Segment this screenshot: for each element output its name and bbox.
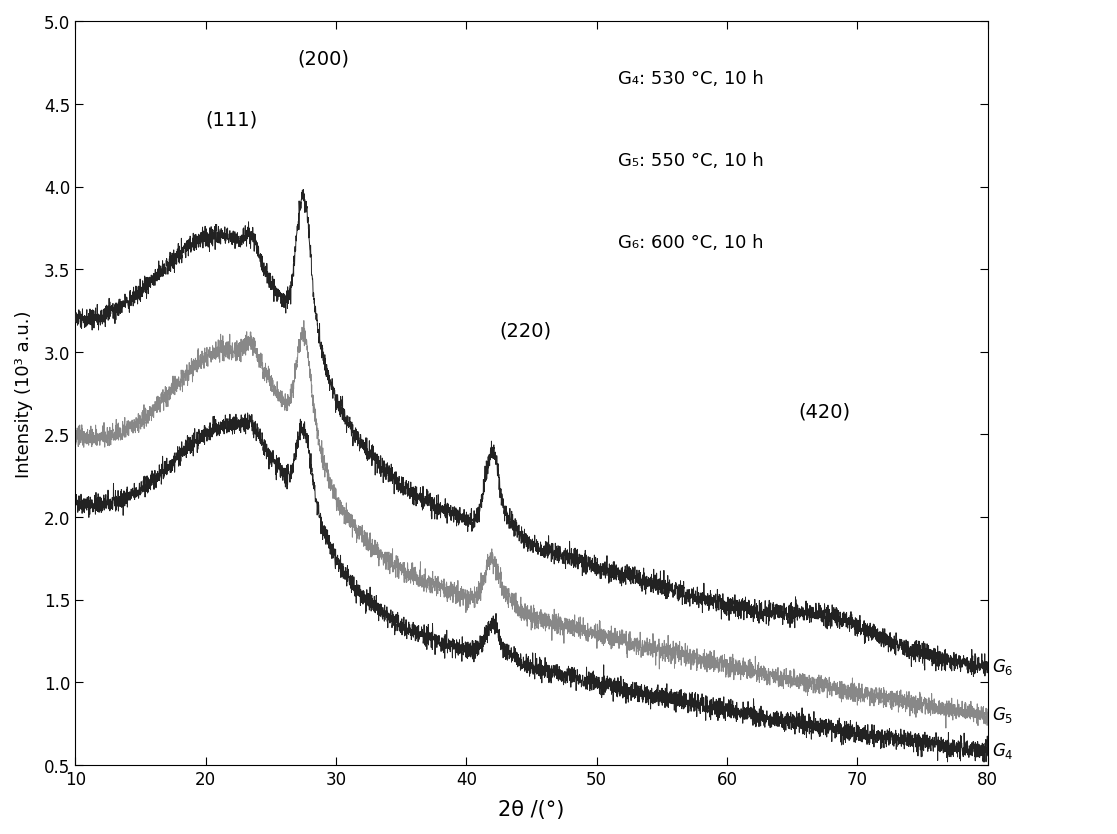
Text: (200): (200): [297, 49, 349, 68]
Text: $G_6$: $G_6$: [991, 656, 1013, 676]
Y-axis label: Intensity (10³ a.u.): Intensity (10³ a.u.): [15, 310, 34, 477]
Text: $G_5$: $G_5$: [991, 705, 1012, 725]
Text: (220): (220): [499, 322, 551, 341]
Text: (420): (420): [799, 403, 850, 422]
Text: (111): (111): [206, 110, 258, 129]
Text: $G_4$: $G_4$: [991, 741, 1013, 761]
Text: G₄: 530 °C, 10 h: G₄: 530 °C, 10 h: [618, 70, 764, 88]
Text: G₆: 600 °C, 10 h: G₆: 600 °C, 10 h: [618, 234, 763, 252]
X-axis label: 2θ /(°): 2θ /(°): [498, 799, 564, 819]
Text: G₅: 550 °C, 10 h: G₅: 550 °C, 10 h: [618, 152, 764, 170]
